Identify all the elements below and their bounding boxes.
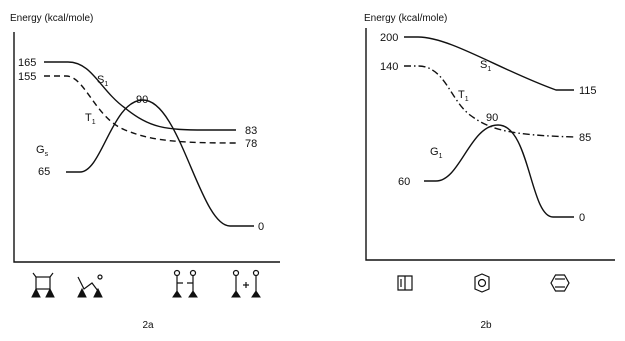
panel-b-level-s1-start: 200: [380, 32, 398, 44]
panel-a-t1-label: T1: [85, 112, 96, 126]
panel-b-s1-label: S1: [480, 59, 491, 73]
panel-a-level-ground-start: 65: [38, 166, 50, 178]
panel-b-level-s-end: 115: [579, 85, 597, 97]
panel-b-structure-intermediate: [474, 273, 490, 293]
panel-a-ground-label: Gs: [36, 144, 49, 158]
panel-2a: Energy (kcal/mole) 165 155 65 90 83 78 0…: [10, 13, 280, 331]
panel-b-ground-label: G1: [430, 146, 443, 160]
panel-b-structure-dewar: [397, 275, 413, 291]
panel-a-level-t1-start: 155: [18, 71, 36, 83]
panel-a-t1-curve: [44, 75, 237, 144]
panel-b-t1-label: T1: [458, 89, 469, 103]
panel-a-ground-curve: [66, 99, 254, 227]
panel-b-level-t1-start: 140: [380, 61, 398, 73]
panel-a-structure-products: [231, 269, 261, 298]
panel-a-s1-curve: [44, 61, 236, 131]
panel-b-caption: 2b: [480, 320, 492, 331]
panel-a-axes: [13, 32, 280, 263]
panel-a-level-t-end: 78: [245, 138, 257, 150]
panel-b-level-ground-start: 60: [398, 176, 410, 188]
panel-a-s1-label: S1: [97, 74, 108, 88]
panel-b-level-ground-end: 0: [579, 212, 585, 224]
panel-a-caption: 2a: [142, 320, 154, 331]
panel-b-t1-curve: [404, 65, 575, 138]
panel-b-axes: [365, 28, 615, 261]
panel-b-structure-benzene: [550, 274, 570, 292]
panel-a-structure-dimer: [31, 272, 55, 298]
panel-a-level-s-end: 83: [245, 125, 257, 137]
panel-b-level-peak: 90: [486, 112, 498, 124]
panel-b-s1-curve: [404, 36, 574, 91]
panel-a-structure-transition: [172, 269, 198, 298]
panel-a-structure-biradical: [77, 274, 103, 298]
panel-a-level-s1-start: 165: [18, 57, 36, 69]
panel-a-y-axis-label: Energy (kcal/mole): [10, 13, 93, 24]
panel-b-y-axis-label: Energy (kcal/mole): [364, 13, 447, 24]
panel-2b: Energy (kcal/mole) 200 140 60 90 115 85 …: [364, 13, 615, 331]
panel-b-ground-curve: [424, 124, 574, 218]
panel-a-level-peak: 90: [136, 94, 148, 106]
panel-b-level-t-end: 85: [579, 132, 591, 144]
panel-a-level-ground-end: 0: [258, 221, 264, 233]
